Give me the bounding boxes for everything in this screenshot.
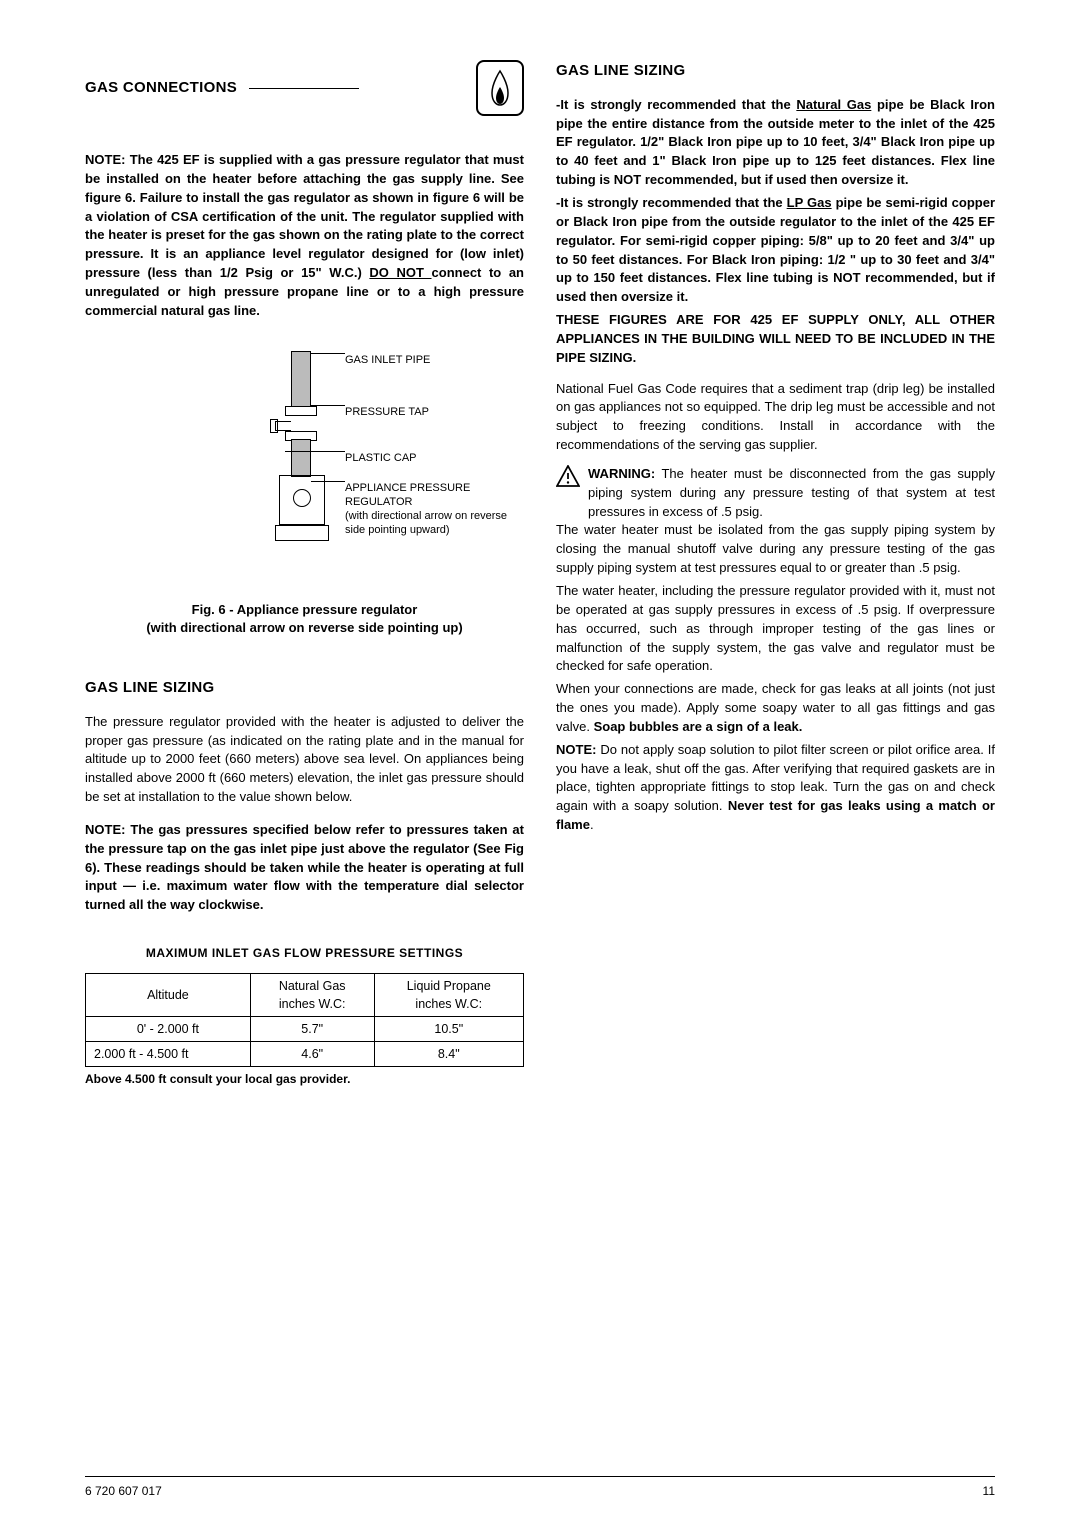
table-cell: 0' - 2.000 ft [86, 1016, 251, 1041]
regulator-diagram: GAS INLET PIPE PRESSURE TAP PLASTIC CAP … [175, 351, 524, 581]
body-paragraph: The water heater, including the pressure… [556, 582, 995, 676]
note-paragraph: NOTE: The gas pressures specified below … [85, 821, 524, 915]
table-footnote: Above 4.500 ft consult your local gas pr… [85, 1071, 524, 1088]
diagram-ring [285, 406, 317, 416]
body-paragraph: The pressure regulator provided with the… [85, 713, 524, 807]
warning-icon [556, 465, 580, 487]
diagram-label: PRESSURE TAP [345, 405, 429, 419]
table-cell: 4.6" [250, 1041, 374, 1066]
do-not-text: DO NOT [369, 265, 431, 280]
diagram-label: PLASTIC CAP [345, 451, 417, 465]
table-cell: 5.7" [250, 1016, 374, 1041]
caps-paragraph: THESE FIGURES ARE FOR 425 EF SUPPLY ONLY… [556, 311, 995, 368]
footer-doc-number: 6 720 607 017 [85, 1483, 162, 1500]
body-paragraph: -It is strongly recommended that the Nat… [556, 96, 995, 190]
body-paragraph: National Fuel Gas Code requires that a s… [556, 380, 995, 455]
body-paragraph: The water heater must be isolated from t… [556, 521, 995, 578]
table-title: MAXIMUM INLET GAS FLOW PRESSURE SETTINGS [85, 945, 524, 962]
page-footer: 6 720 607 017 11 [85, 1476, 995, 1500]
section-title: GAS LINE SIZING [556, 60, 995, 82]
note-paragraph: NOTE: Do not apply soap solution to pilo… [556, 741, 995, 835]
pressure-settings-table: Altitude Natural Gasinches W.C: Liquid P… [85, 973, 524, 1068]
natural-gas-text: Natural Gas [796, 97, 871, 112]
table-cell: 2.000 ft - 4.500 ft [86, 1041, 251, 1066]
warning-label: WARNING: [588, 466, 655, 481]
body-paragraph: When your connections are made, check fo… [556, 680, 995, 737]
body-paragraph: -It is strongly recommended that the LP … [556, 194, 995, 307]
lp-gas-text: LP Gas [787, 195, 832, 210]
note-paragraph: NOTE: The 425 EF is supplied with a gas … [85, 151, 524, 321]
warning-block: WARNING: The heater must be disconnected… [556, 465, 995, 522]
section-header: GAS CONNECTIONS [85, 60, 524, 116]
table-row: 0' - 2.000 ft 5.7" 10.5" [86, 1016, 524, 1041]
diagram-pipe [291, 351, 311, 407]
footer-page-number: 11 [983, 1483, 995, 1500]
section-title: GAS LINE SIZING [85, 677, 524, 699]
diagram-label: APPLIANCE PRESSURE REGULATOR (with direc… [345, 481, 524, 538]
divider-line [249, 88, 359, 89]
table-cell: 10.5" [374, 1016, 523, 1041]
table-header: Altitude [86, 973, 251, 1016]
diagram-regulator-base [275, 525, 329, 541]
section-title: GAS CONNECTIONS [85, 77, 237, 99]
diagram-regulator-dial [293, 489, 311, 507]
flame-icon [476, 60, 524, 116]
diagram-plastic-cap [270, 419, 278, 433]
table-header: Natural Gasinches W.C: [250, 973, 374, 1016]
diagram-pipe [291, 439, 311, 477]
table-row: 2.000 ft - 4.500 ft 4.6" 8.4" [86, 1041, 524, 1066]
diagram-label: GAS INLET PIPE [345, 353, 430, 367]
table-cell: 8.4" [374, 1041, 523, 1066]
figure-caption: Fig. 6 - Appliance pressure regulator (w… [85, 601, 524, 637]
table-header: Liquid Propaneinches W.C: [374, 973, 523, 1016]
